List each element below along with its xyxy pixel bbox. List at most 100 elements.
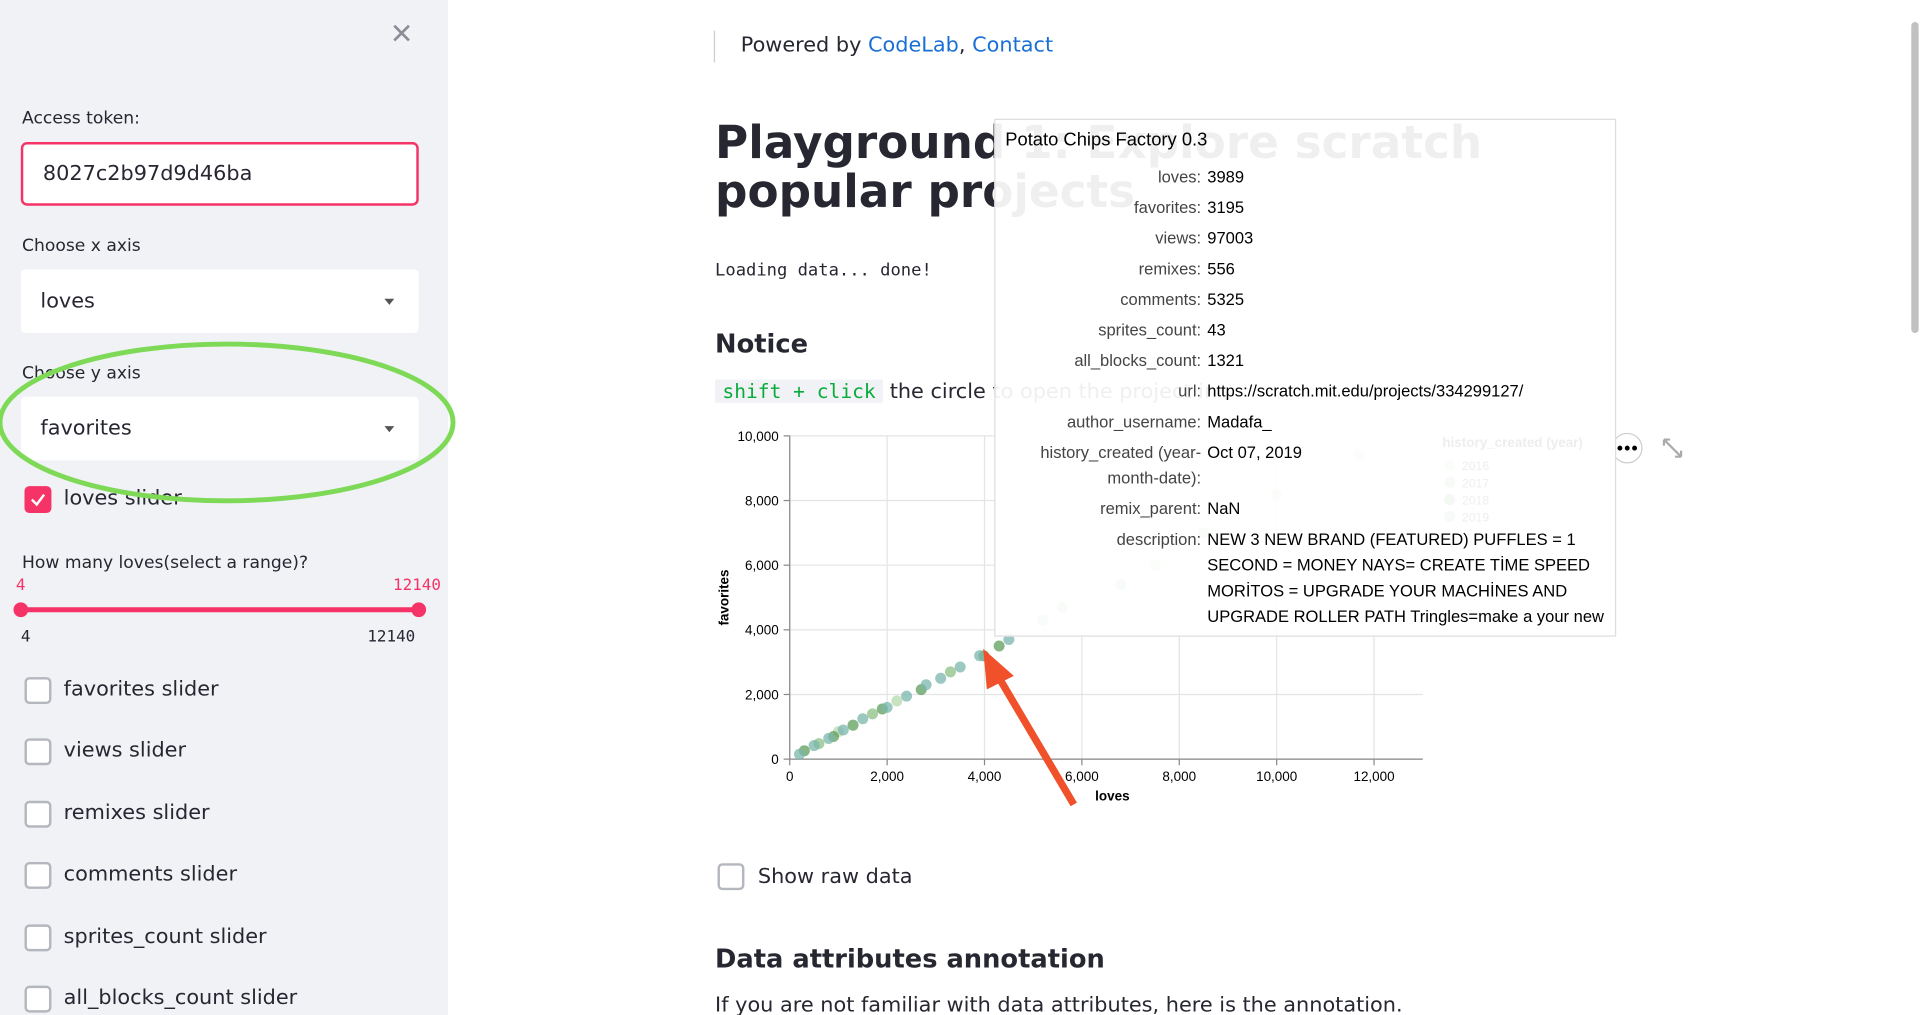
tooltip-row: url: https://scratch.mit.edu/projects/334… [1005, 378, 1605, 409]
divider [713, 30, 716, 63]
select-value: loves [40, 288, 95, 314]
x-tick-label: 8,000 [1162, 769, 1196, 784]
tooltip-title: Potato Chips Factory 0.3 [1005, 129, 1208, 151]
y-axis-label: favorites [717, 569, 732, 625]
y-tick-label: 8,000 [745, 493, 779, 508]
tooltip-value: Oct 07, 2019 [1207, 443, 1302, 462]
tooltip-key: all_blocks_count: [1074, 351, 1202, 370]
point [944, 666, 956, 678]
expand-button[interactable] [1662, 438, 1683, 458]
slider-handle[interactable] [13, 602, 29, 618]
tooltip-key: url: [1178, 382, 1202, 401]
checkbox-label: comments slider [63, 862, 238, 887]
checkbox[interactable] [24, 985, 52, 1013]
y-tick-label: 0 [771, 752, 778, 767]
section-heading: Data attributes annotation [715, 944, 1105, 974]
tooltip-value: 5325 [1207, 290, 1245, 309]
tooltip-row: all_blocks_count: 1321 [1005, 348, 1605, 379]
link[interactable]: CodeLab [868, 33, 959, 58]
tooltip-value-cell: 43 [1207, 317, 1605, 348]
x-axis-label: loves [1095, 789, 1129, 804]
tooltip-value: 3989 [1207, 167, 1245, 187]
checkbox-label: views slider [63, 738, 187, 764]
checkbox-label: remixes slider [63, 800, 210, 825]
tooltip-table: loves: 3989 favorites: 3195 views: 97003 remix… [1005, 164, 1605, 634]
tooltip-key: remix_parent: [1100, 499, 1202, 518]
label: Access token: [22, 108, 140, 129]
tooltip-value: 1321 [1207, 351, 1245, 370]
tooltip-value: 556 [1207, 259, 1235, 278]
tooltip-key: comments: [1120, 290, 1202, 309]
point [881, 701, 893, 713]
tooltip-key: history_created (year-month-date): [1040, 443, 1202, 488]
checkbox-label: favorites slider [63, 677, 219, 702]
section-heading: Notice [715, 329, 809, 359]
tooltip-value: 97003 [1207, 228, 1254, 248]
label: How many loves(select a range)? [22, 553, 309, 574]
tooltip-row: remixes: 556 [1005, 256, 1605, 287]
tooltip-key: author_username: [1066, 412, 1202, 431]
point [808, 740, 820, 752]
point [823, 732, 835, 744]
tooltip-row: favorites: 3195 [1005, 195, 1605, 226]
tooltip-value: Madafa_ [1207, 412, 1272, 431]
tooltip-key: sprites_count: [1098, 320, 1202, 340]
checkbox[interactable] [24, 677, 52, 705]
label: Choose x axis [22, 236, 141, 256]
point [993, 640, 1005, 652]
caret [384, 298, 395, 305]
y-tick-label: 2,000 [745, 687, 779, 702]
tooltip-value: 43 [1207, 320, 1226, 340]
tooltip-key: views: [1155, 228, 1202, 248]
slider-handle[interactable] [411, 602, 427, 618]
close-button[interactable] [392, 23, 412, 43]
menu-dots [1617, 445, 1638, 451]
tooltip-value: https://scratch.mit.edu/projects/3342991… [1207, 382, 1524, 401]
tooltip-row: sprites_count: 43 [1005, 317, 1605, 348]
point [920, 679, 932, 691]
link[interactable]: Contact [972, 33, 1054, 58]
inline-code: shift + click [715, 379, 884, 403]
paragraph: If you are not familiar with data attrib… [715, 992, 1403, 1015]
tooltip-row: history_created (year-month-date): Oct 07… [1005, 440, 1605, 496]
point [901, 690, 913, 702]
tooltip-value-cell: Madafa_ [1207, 409, 1605, 440]
tooltip-value: 3195 [1207, 198, 1245, 217]
checkbox[interactable] [717, 863, 745, 891]
x-select[interactable]: loves [20, 269, 419, 334]
y-tick-label: 6,000 [745, 558, 779, 573]
tooltip-row: description: NEW 3 NEW BRAND (FEATURED) P… [1005, 526, 1605, 634]
tooltip-value-cell: 1321 [1207, 348, 1605, 379]
x-tick-label: 6,000 [1065, 769, 1099, 784]
powered-by: Powered by CodeLab, Contact [741, 33, 1053, 57]
checkbox[interactable] [24, 738, 52, 766]
slider-track[interactable] [20, 607, 419, 613]
checkbox[interactable] [24, 923, 52, 951]
x-tick-label: 12,000 [1353, 769, 1394, 784]
tooltip-value-cell: 556 [1207, 256, 1605, 287]
x-tick-label: 4,000 [968, 769, 1002, 784]
separator: , [958, 33, 966, 58]
point [847, 719, 859, 731]
tooltip-key: remixes: [1138, 259, 1202, 278]
tooltip-row: views: 97003 [1005, 225, 1605, 256]
checkbox[interactable] [24, 862, 52, 890]
point [867, 708, 879, 720]
tooltip-key: description: [1116, 530, 1202, 549]
point [793, 748, 805, 760]
tooltip-value-cell: 3195 [1207, 195, 1605, 226]
tooltip-value-cell: NEW 3 NEW BRAND (FEATURED) PUFFLES = 1 S… [1207, 526, 1605, 634]
slider-max: 12140 [367, 628, 416, 647]
checkbox-label: all_blocks_count slider [63, 985, 298, 1011]
scrollbar[interactable] [1911, 22, 1919, 334]
tooltip-value: NEW 3 NEW BRAND (FEATURED) PUFFLES = 1 S… [1207, 530, 1604, 626]
point [837, 724, 849, 736]
tooltip-value-cell: NaN [1207, 496, 1605, 527]
token-input[interactable]: 8027c2b97d9d46ba [20, 142, 419, 206]
checkbox[interactable] [24, 800, 52, 828]
x-tick-label: 0 [786, 769, 793, 784]
